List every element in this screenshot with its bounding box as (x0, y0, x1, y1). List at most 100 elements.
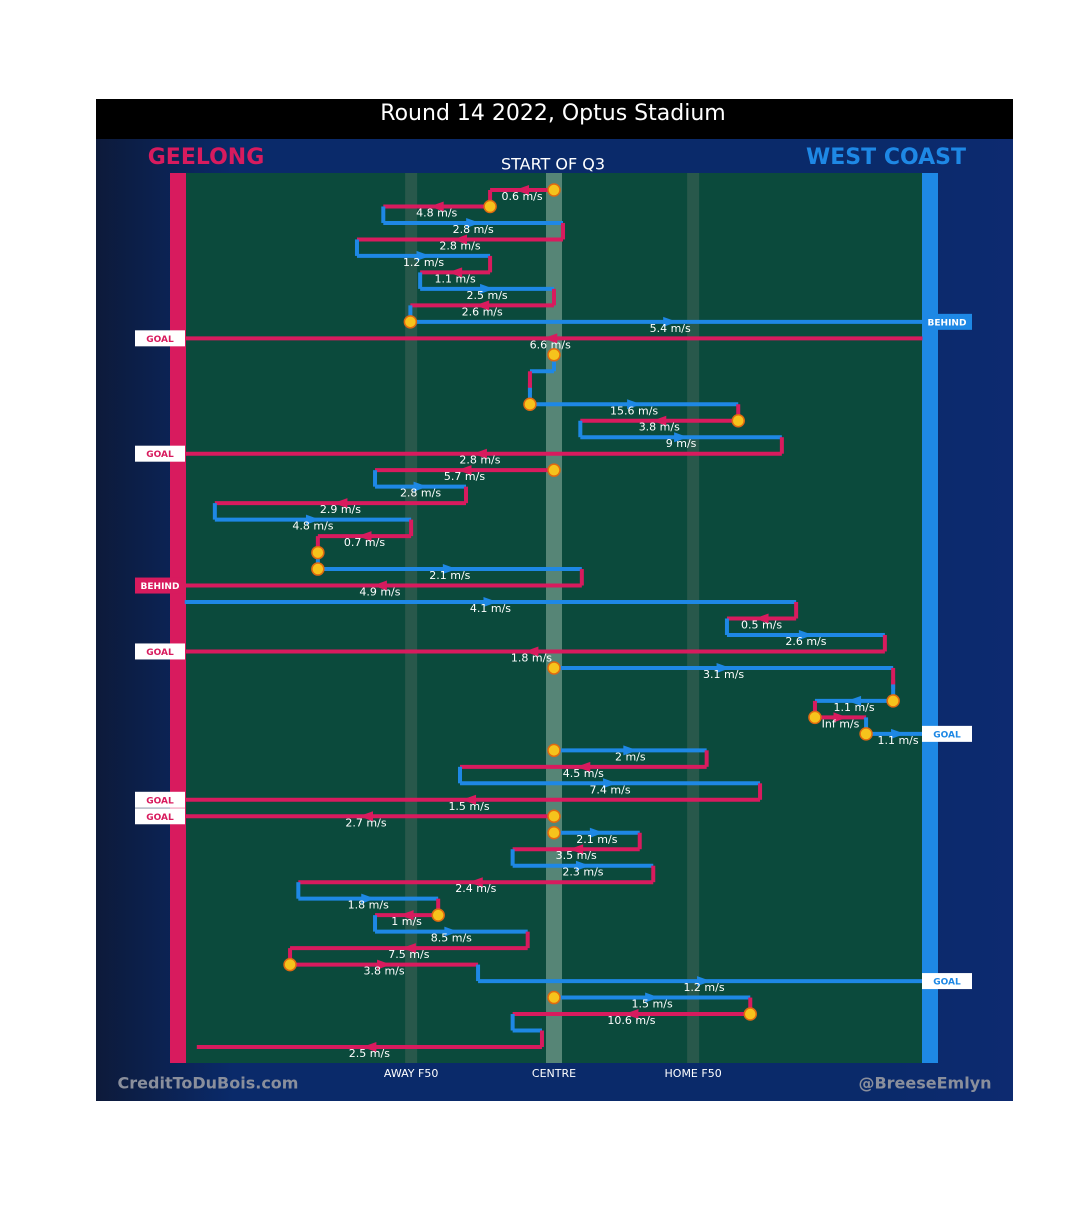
result-label: GOAL (146, 813, 174, 823)
speed-label: 2.1 m/s (576, 833, 617, 846)
stoppage-dot (547, 348, 561, 362)
stoppage-dot (859, 727, 873, 741)
speed-label: 0.7 m/s (344, 536, 385, 549)
arrow (468, 877, 483, 888)
result-box (922, 973, 972, 990)
stoppage-dot (547, 183, 561, 197)
arrow (603, 778, 618, 789)
result-box (135, 808, 185, 825)
speed-label: 2.8 m/s (400, 487, 441, 500)
speed-label: 0.6 m/s (501, 190, 542, 203)
stoppage-dot (743, 1007, 758, 1021)
end-bar (170, 173, 186, 1063)
arrow (453, 234, 467, 245)
speed-label: 2.7 m/s (345, 816, 386, 829)
subtitle: START OF Q3 (501, 155, 605, 174)
stoppage-dot (483, 199, 497, 214)
arrow (357, 531, 372, 542)
result-label: BEHIND (141, 582, 180, 592)
speed-label: 2.5 m/s (349, 1047, 390, 1060)
speed-label: 5.4 m/s (650, 322, 691, 335)
arrow (652, 415, 667, 426)
speed-label: 9 m/s (666, 437, 697, 450)
stoppage-dot (547, 826, 561, 840)
title-band (96, 99, 1013, 139)
arrow (623, 745, 638, 756)
arrow (624, 1009, 639, 1020)
arrow (429, 201, 444, 212)
stoppage-dot (886, 694, 900, 708)
speed-label: 2.6 m/s (785, 635, 826, 648)
speed-label: 4.5 m/s (563, 767, 604, 780)
result-box (135, 577, 185, 594)
stoppage-dot (431, 908, 445, 922)
result-label: GOAL (146, 335, 174, 345)
speed-label: 2.6 m/s (462, 305, 503, 318)
field-line (405, 173, 418, 1063)
speed-label: 7.5 m/s (388, 948, 429, 961)
arrow (457, 465, 472, 476)
arrow (798, 629, 813, 640)
arrow (472, 448, 487, 459)
arrow (483, 597, 498, 608)
speed-label: 3.5 m/s (556, 849, 597, 862)
speed-label: 1.1 m/s (877, 734, 918, 747)
stoppage-dot (808, 710, 822, 725)
result-box (135, 791, 185, 808)
result-label: BEHIND (928, 318, 967, 328)
stoppage-dot (731, 413, 745, 428)
speed-label: 2 m/s (615, 750, 646, 763)
speed-label: 1.2 m/s (683, 981, 724, 994)
speed-label: 1.5 m/s (448, 800, 489, 813)
result-label: GOAL (146, 450, 174, 460)
arrow (515, 185, 530, 195)
arrow (645, 992, 660, 1003)
result-label: GOAL (146, 648, 174, 658)
arrow (416, 250, 431, 261)
result-label: GOAL (933, 730, 961, 740)
arrow (543, 333, 558, 344)
arrow (305, 514, 320, 525)
result-box (922, 313, 972, 330)
stoppage-dot (523, 397, 537, 411)
speed-label: 4.9 m/s (359, 586, 400, 599)
field-line (687, 173, 700, 1063)
arrow (847, 695, 862, 706)
speed-label: 2.5 m/s (466, 289, 507, 302)
arrow (589, 827, 604, 838)
arrow (444, 926, 459, 937)
arrow (401, 943, 416, 954)
arrow (475, 300, 490, 311)
speed-label: 6.6 m/s (530, 338, 571, 351)
speed-label: 1.8 m/s (348, 899, 389, 912)
speed-label: 2.4 m/s (455, 882, 496, 895)
speed-label: 4.8 m/s (292, 520, 333, 533)
speed-label: 4.1 m/s (470, 602, 511, 615)
speed-label: 0.5 m/s (741, 619, 782, 632)
speed-label: 2.3 m/s (562, 866, 603, 879)
arrow (576, 761, 591, 772)
speed-label: 2.8 m/s (453, 223, 494, 236)
arrow (413, 481, 428, 492)
arrow (627, 399, 642, 410)
arrow (399, 910, 414, 921)
speed-label: 2.9 m/s (320, 503, 361, 516)
speed-label: 3.8 m/s (363, 965, 404, 978)
speed-label: 3.1 m/s (703, 668, 744, 681)
speed-label: 2.8 m/s (459, 454, 500, 467)
speed-label: 4.8 m/s (416, 206, 457, 219)
chart-title: Round 14 2022, Optus Stadium (380, 101, 725, 126)
stoppage-dot (547, 661, 561, 675)
speed-label: Inf m/s (822, 717, 860, 730)
result-box (922, 725, 972, 742)
speed-label: 2.1 m/s (429, 569, 470, 582)
arrow (448, 267, 463, 278)
arrow (377, 959, 392, 970)
speed-label: 1.1 m/s (435, 272, 476, 285)
arrow (833, 712, 848, 723)
arrow (697, 976, 712, 987)
result-label: GOAL (933, 978, 961, 988)
speed-label: 7.4 m/s (589, 783, 630, 796)
arrow (674, 432, 689, 443)
speed-label: 5.7 m/s (444, 470, 485, 483)
